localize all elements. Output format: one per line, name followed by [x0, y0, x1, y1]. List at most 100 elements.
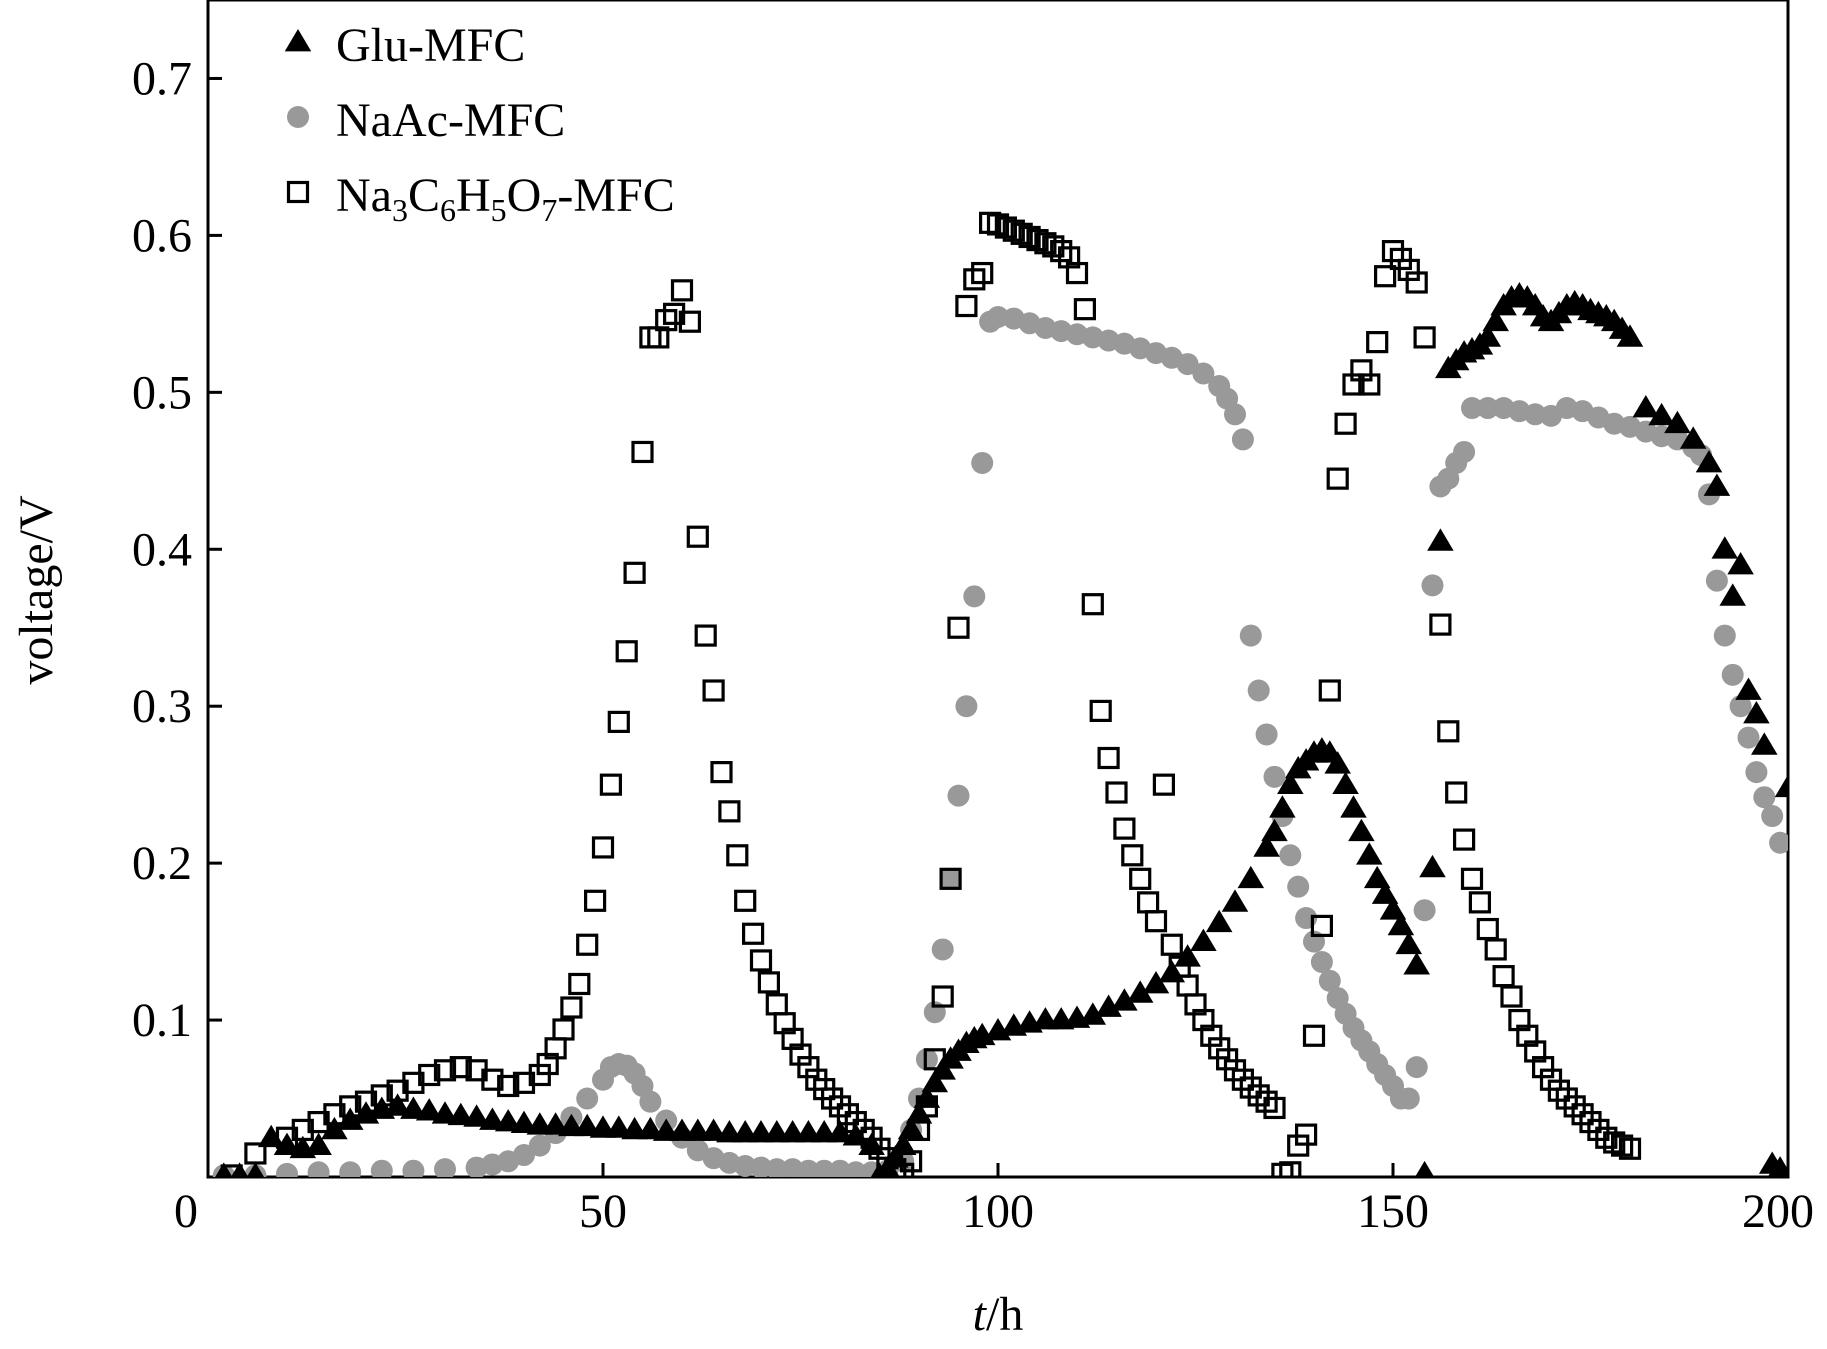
data-point — [884, 1158, 907, 1177]
data-point — [971, 261, 994, 285]
data-point — [1255, 723, 1278, 746]
data-point — [1711, 536, 1739, 559]
data-point — [1648, 402, 1675, 426]
data-point — [1111, 988, 1138, 1011]
data-point — [1705, 569, 1728, 592]
data-point — [305, 1132, 332, 1155]
data-point — [1136, 891, 1160, 914]
data-point — [418, 1063, 441, 1087]
data-point — [1397, 1087, 1420, 1110]
y-tick-label: 0.6 — [132, 209, 192, 262]
data-point — [512, 1071, 536, 1094]
data-point — [1073, 298, 1097, 321]
data-point — [1618, 1137, 1642, 1160]
data-point — [1097, 746, 1120, 770]
data-point — [1445, 781, 1468, 804]
data-point — [1366, 331, 1389, 354]
data-point — [1152, 773, 1176, 796]
data-point — [1363, 865, 1391, 889]
y-tick-label: 0.3 — [132, 680, 192, 733]
data-point — [1774, 774, 1788, 798]
data-point — [726, 844, 749, 867]
data-point — [1461, 397, 1483, 420]
data-point — [481, 1068, 504, 1091]
data-point — [1174, 944, 1201, 967]
data-point — [291, 1118, 314, 1142]
data-point — [1437, 720, 1460, 743]
legend-label: Na3C6H5O7-MFC — [336, 169, 675, 228]
data-point — [1729, 695, 1752, 718]
data-point — [1713, 624, 1736, 647]
data-point — [1261, 818, 1288, 842]
data-point — [921, 1069, 949, 1093]
data-point — [1318, 679, 1341, 702]
data-point — [1010, 222, 1033, 245]
y-tick-label: 0.4 — [132, 523, 192, 576]
data-point — [734, 1155, 757, 1177]
data-point — [852, 1118, 875, 1142]
data-point — [1492, 965, 1515, 988]
data-point — [1190, 928, 1217, 951]
x-axis: 0 50 100 150 200 — [174, 1163, 1814, 1238]
data-point — [384, 1093, 411, 1116]
data-point — [402, 1071, 425, 1094]
data-point — [1340, 795, 1367, 818]
data-point — [631, 440, 654, 464]
legend-label: NaAc-MFC — [336, 94, 565, 147]
data-point — [1397, 258, 1420, 282]
data-point — [1405, 271, 1428, 294]
data-point — [1269, 795, 1296, 818]
data-point — [773, 1012, 796, 1035]
data-point — [1474, 324, 1502, 347]
data-point — [1719, 583, 1746, 606]
data-point — [1500, 985, 1523, 1008]
data-point — [591, 836, 615, 859]
data-point — [939, 867, 962, 890]
data-point — [321, 1116, 348, 1140]
data-point — [536, 1052, 559, 1076]
data-point — [1324, 751, 1351, 774]
data-point — [497, 1074, 520, 1098]
data-point — [1767, 1156, 1788, 1177]
data-point — [1332, 771, 1359, 795]
data-point — [1144, 910, 1168, 933]
data-point — [552, 1018, 575, 1041]
y-axis-title: voltage/V — [10, 495, 63, 685]
x-axis-title: t/h — [973, 1288, 1024, 1341]
data-point — [1294, 1123, 1318, 1146]
data-point — [599, 773, 623, 796]
data-point — [994, 216, 1018, 239]
data-point — [307, 1110, 330, 1134]
data-point — [307, 1161, 330, 1177]
data-point — [1468, 891, 1492, 914]
x-axis-title-unit: /h — [986, 1288, 1023, 1341]
data-point — [1105, 781, 1128, 804]
data-point — [1310, 914, 1334, 938]
data-point — [386, 1079, 409, 1102]
data-point — [605, 1115, 633, 1138]
y-tick-label: 0.1 — [132, 994, 192, 1047]
data-point — [931, 985, 954, 1008]
data-point — [686, 525, 709, 548]
legend-marker — [284, 29, 312, 52]
data-point — [1403, 952, 1430, 975]
data-point — [215, 1162, 233, 1177]
data-point — [955, 695, 978, 718]
data-point — [479, 1107, 506, 1130]
data-point — [915, 1048, 938, 1071]
data-point — [1745, 761, 1768, 784]
data-point — [560, 996, 583, 1019]
data-point — [1160, 933, 1183, 956]
data-point — [244, 1142, 267, 1165]
data-point — [1452, 828, 1476, 851]
data-point — [1427, 528, 1454, 551]
data-point — [276, 1162, 298, 1177]
data-point — [734, 889, 757, 912]
data-point — [400, 1096, 427, 1119]
data-point — [1065, 261, 1089, 285]
data-point — [892, 1162, 915, 1177]
data-point — [1703, 473, 1731, 496]
data-point — [1413, 326, 1436, 349]
data-point — [987, 306, 1009, 329]
data-point — [1429, 613, 1452, 636]
